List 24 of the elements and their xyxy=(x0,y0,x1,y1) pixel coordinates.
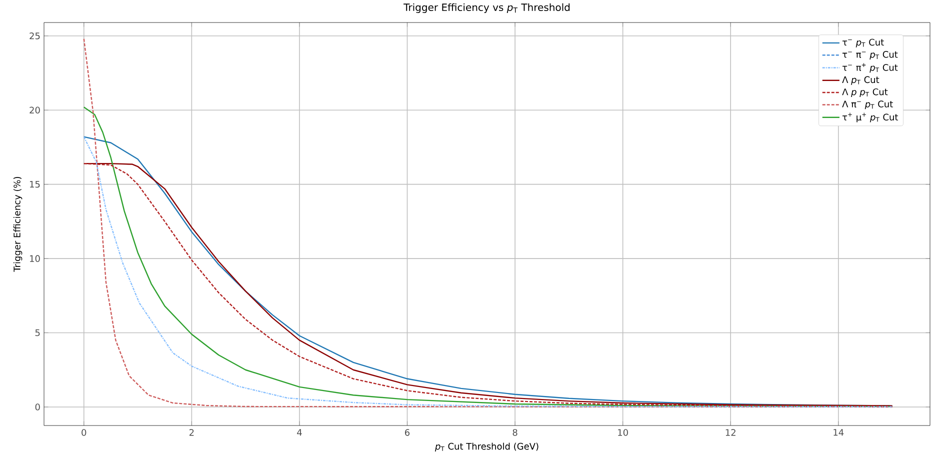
x-tick-label: 8 xyxy=(512,429,518,436)
legend-label: τ$^{+}$ μ$^{+}$ p$_{T}$ Cut xyxy=(842,113,898,122)
x-tick-label: 14 xyxy=(834,429,844,436)
x-tick-label: 4 xyxy=(297,429,302,436)
legend-label: Λ p p$_{T}$ Cut xyxy=(842,88,888,98)
legend-label: τ$^{−}$ π$^{−}$ p$_{T}$ Cut xyxy=(842,51,898,60)
y-tick-label: 20 xyxy=(30,106,40,114)
y-axis-title: Trigger Efficiency (%) xyxy=(13,177,22,272)
chart-title: Trigger Efficiency vs p$_{T}$ Threshold xyxy=(404,4,570,14)
legend-label: Λ π$^{−}$ p$_{T}$ Cut xyxy=(842,100,893,110)
legend-label: τ$^{−}$ p$_{T}$ Cut xyxy=(842,39,884,48)
x-tick-label: 2 xyxy=(189,429,194,436)
y-tick-label: 15 xyxy=(30,181,40,188)
y-tick-label: 5 xyxy=(35,330,40,336)
x-tick-label: 0 xyxy=(82,429,86,436)
x-tick-label: 12 xyxy=(726,429,736,436)
x-tick-label: 6 xyxy=(405,429,410,436)
y-tick-label: 25 xyxy=(30,32,40,40)
x-axis-title: p$_{T}$ Cut Threshold (GeV) xyxy=(434,442,538,452)
legend-label: Λ p$_{T}$ Cut xyxy=(842,76,880,86)
x-tick-label: 10 xyxy=(618,429,628,436)
legend-label: τ$^{−}$ π$^{+}$ p$_{T}$ Cut xyxy=(842,63,898,73)
y-tick-label: 0 xyxy=(35,404,40,411)
y-tick-label: 10 xyxy=(30,255,40,262)
